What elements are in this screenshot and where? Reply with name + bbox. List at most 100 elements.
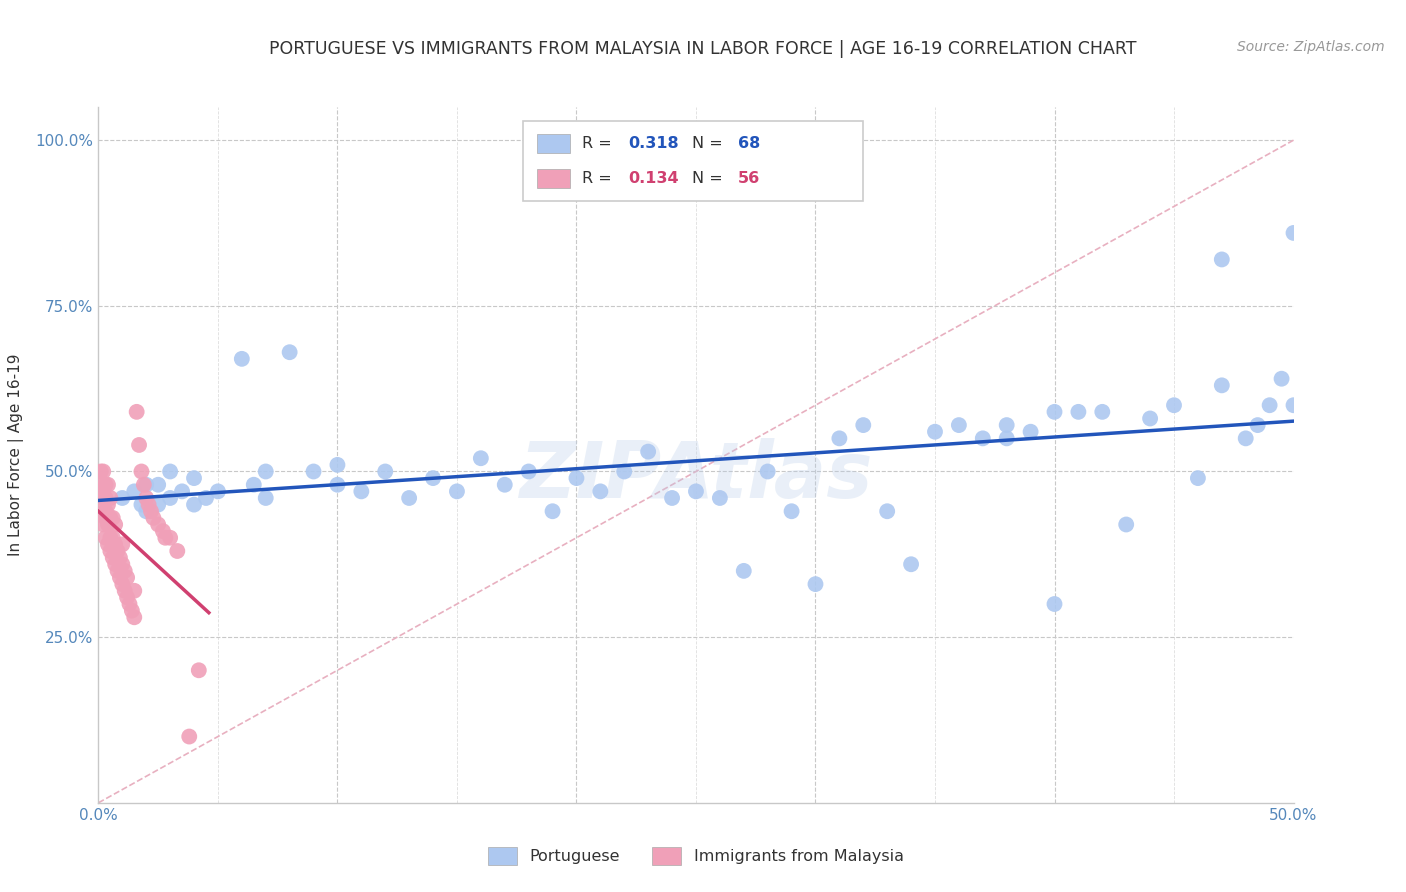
Point <box>1067 405 1090 419</box>
Point <box>97 477 120 491</box>
Point <box>1211 378 1233 392</box>
Point <box>111 577 134 591</box>
Point <box>107 564 129 578</box>
Point <box>207 484 229 499</box>
Point <box>613 465 636 479</box>
Point <box>94 531 117 545</box>
Point <box>1211 252 1233 267</box>
Point <box>231 351 253 366</box>
Text: Source: ZipAtlas.com: Source: ZipAtlas.com <box>1237 40 1385 54</box>
Point <box>159 491 181 505</box>
Point <box>142 511 165 525</box>
Text: R =: R = <box>582 136 617 151</box>
Point <box>148 517 170 532</box>
Point <box>183 498 205 512</box>
Point <box>1043 597 1066 611</box>
Point <box>94 511 117 525</box>
Point <box>104 537 127 551</box>
Point <box>254 465 277 479</box>
Point <box>350 484 373 499</box>
Point <box>98 531 122 545</box>
Point <box>98 511 122 525</box>
Point <box>98 491 122 505</box>
Text: 56: 56 <box>738 171 761 186</box>
Point <box>243 477 266 491</box>
Bar <box>537 169 571 188</box>
Point <box>637 444 659 458</box>
Point <box>565 471 588 485</box>
Point <box>1234 431 1257 445</box>
Point <box>828 431 851 445</box>
Point <box>97 537 120 551</box>
Point <box>91 477 114 491</box>
Text: 0.318: 0.318 <box>628 136 679 151</box>
Point <box>254 491 277 505</box>
Point <box>1247 418 1270 433</box>
Point <box>517 465 540 479</box>
Point <box>948 418 970 433</box>
Point <box>179 730 201 744</box>
Point <box>685 484 707 499</box>
Point <box>115 570 138 584</box>
Point <box>128 438 150 452</box>
Point <box>121 604 143 618</box>
Point <box>995 418 1018 433</box>
Point <box>374 465 396 479</box>
Point <box>139 504 162 518</box>
Point <box>900 558 922 572</box>
Point <box>111 537 134 551</box>
Text: N =: N = <box>692 136 728 151</box>
Point <box>108 550 131 565</box>
Text: 68: 68 <box>738 136 761 151</box>
Legend: Portuguese, Immigrants from Malaysia: Portuguese, Immigrants from Malaysia <box>482 840 910 871</box>
Point <box>1091 405 1114 419</box>
Point <box>326 477 349 491</box>
Point <box>104 558 127 572</box>
Point <box>326 458 349 472</box>
Point <box>159 531 181 545</box>
Point <box>97 517 120 532</box>
Point <box>709 491 731 505</box>
Point <box>91 491 114 505</box>
Point <box>107 544 129 558</box>
Point <box>1139 411 1161 425</box>
Point <box>115 591 138 605</box>
Point <box>90 484 112 499</box>
Point <box>101 511 124 525</box>
Point <box>124 583 146 598</box>
Point <box>152 524 174 538</box>
Point <box>183 471 205 485</box>
Point <box>995 431 1018 445</box>
Point <box>148 477 170 491</box>
Point <box>94 491 117 505</box>
Point <box>422 471 444 485</box>
Point <box>94 504 117 518</box>
Point <box>148 498 170 512</box>
Point <box>1163 398 1185 412</box>
Point <box>118 597 141 611</box>
FancyBboxPatch shape <box>523 121 863 201</box>
Point <box>155 531 177 545</box>
Point <box>1043 405 1066 419</box>
Point <box>104 517 127 532</box>
Point <box>132 477 155 491</box>
Point <box>166 544 188 558</box>
Point <box>398 491 420 505</box>
Point <box>131 498 153 512</box>
Point <box>124 610 146 624</box>
Point <box>589 484 612 499</box>
Point <box>780 504 803 518</box>
Point <box>187 663 209 677</box>
Point <box>446 484 468 499</box>
Point <box>90 504 112 518</box>
Point <box>972 431 994 445</box>
Point <box>852 418 875 433</box>
Point <box>1258 398 1281 412</box>
Point <box>494 477 516 491</box>
Point <box>1115 517 1137 532</box>
Point <box>131 465 153 479</box>
Point <box>876 504 898 518</box>
Point <box>1282 398 1305 412</box>
Point <box>172 484 194 499</box>
Point <box>1187 471 1209 485</box>
